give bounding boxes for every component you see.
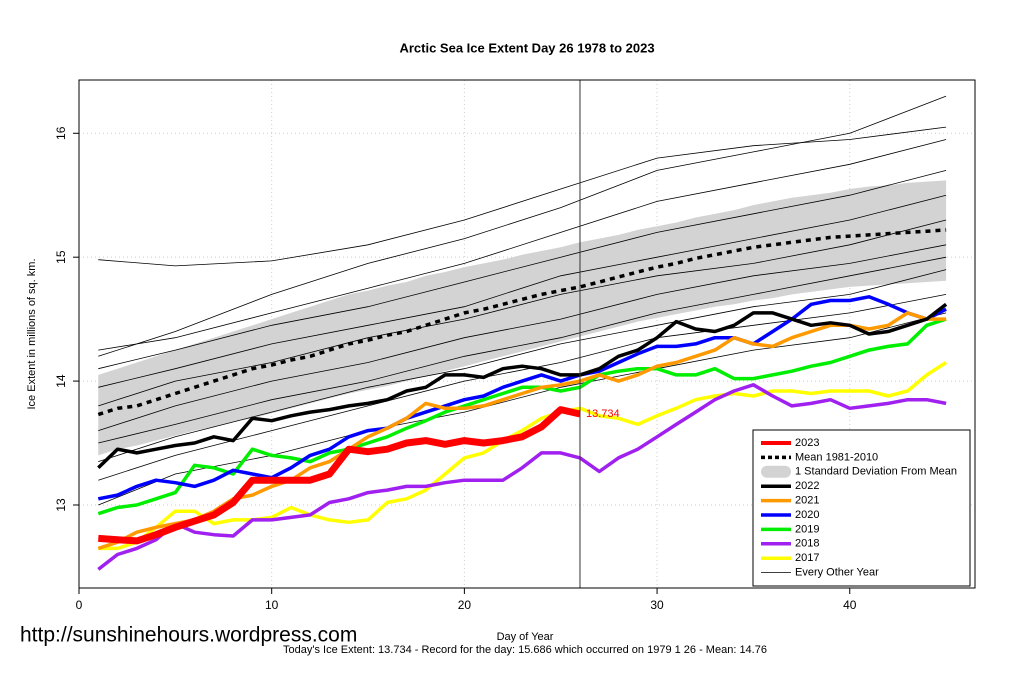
series-line [98,361,948,551]
legend-label: 2018 [795,538,819,550]
legend-label: Every Other Year [795,567,879,579]
legend-label: Mean 1981-2010 [795,451,878,463]
year-line [98,139,947,351]
legend-label: 2019 [795,523,819,535]
y-tick-label: 15 [54,250,68,264]
y-axis-label: Ice Extent in millions of sq. km. [26,259,38,410]
series-line [98,406,581,545]
legend-label: 2017 [795,552,819,564]
year-line [98,170,947,370]
legend-swatch [761,465,791,478]
chart-title: Arctic Sea Ice Extent Day 26 1978 to 202… [399,40,654,55]
footer: Today's Ice Extent: 13.734 - Record for … [283,644,767,656]
legend-label: 2021 [795,495,819,507]
year-line [98,126,947,267]
watermark: http://sunshinehours.wordpress.com [20,624,357,647]
y-tick-label: 13 [54,498,68,512]
series-line [97,317,947,516]
x-tick-label: 20 [458,598,472,612]
legend-label: 2020 [795,509,819,521]
legend-label: 2023 [795,437,819,449]
sd-band [98,180,947,456]
year-line [98,269,947,462]
year-line [98,294,947,481]
y-tick-label: 14 [54,374,68,388]
year-line [98,244,947,431]
plot-border [78,79,976,589]
x-tick-label: 0 [76,598,83,612]
year-line [98,256,947,444]
annotation: 13.734 [586,408,620,420]
x-tick-label: 40 [843,598,857,612]
x-axis-label: Day of Year [497,631,554,643]
series-line [97,383,947,571]
y-tick-label: 16 [54,126,68,140]
series-line [97,228,947,417]
series-line [97,295,947,501]
year-line [98,194,947,388]
x-tick-label: 30 [650,598,664,612]
legend-label: 1 Standard Deviation From Mean [795,466,957,478]
x-tick-label: 10 [265,598,279,612]
year-line [98,312,947,506]
year-line [98,219,947,407]
legend-label: 2022 [795,480,819,492]
series-line [97,302,948,470]
